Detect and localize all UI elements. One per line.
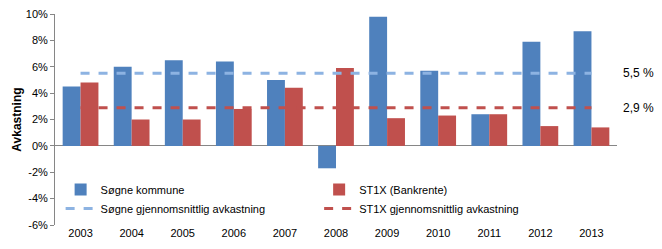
svg-text:2007: 2007 xyxy=(273,227,297,239)
svg-text:2006: 2006 xyxy=(222,227,246,239)
svg-text:8%: 8% xyxy=(32,34,48,46)
svg-text:Søgne kommune: Søgne kommune xyxy=(101,184,185,196)
svg-text:4%: 4% xyxy=(32,87,48,99)
svg-text:2008: 2008 xyxy=(324,227,348,239)
svg-text:Avkastning: Avkastning xyxy=(10,87,24,151)
svg-text:2003: 2003 xyxy=(68,227,92,239)
svg-text:Søgne gjennomsnittlig avkastni: Søgne gjennomsnittlig avkastning xyxy=(101,203,265,215)
svg-text:2005: 2005 xyxy=(170,227,194,239)
svg-text:2009: 2009 xyxy=(375,227,399,239)
svg-text:-6%: -6% xyxy=(28,219,48,231)
svg-text:2012: 2012 xyxy=(528,227,552,239)
svg-text:2004: 2004 xyxy=(119,227,143,239)
svg-text:6%: 6% xyxy=(32,61,48,73)
svg-text:ST1X gjennomsnittlig avkastnin: ST1X gjennomsnittlig avkastning xyxy=(359,203,519,215)
svg-text:-4%: -4% xyxy=(28,192,48,204)
svg-text:-2%: -2% xyxy=(28,166,48,178)
svg-text:0%: 0% xyxy=(32,140,48,152)
svg-text:2013: 2013 xyxy=(579,227,603,239)
svg-text:10%: 10% xyxy=(26,8,48,20)
svg-text:2,9 %: 2,9 % xyxy=(623,101,654,115)
svg-text:2010: 2010 xyxy=(426,227,450,239)
svg-text:2%: 2% xyxy=(32,113,48,125)
svg-text:ST1X (Bankrente): ST1X (Bankrente) xyxy=(359,184,447,196)
svg-text:5,5 %: 5,5 % xyxy=(623,66,654,80)
svg-text:2011: 2011 xyxy=(477,227,501,239)
